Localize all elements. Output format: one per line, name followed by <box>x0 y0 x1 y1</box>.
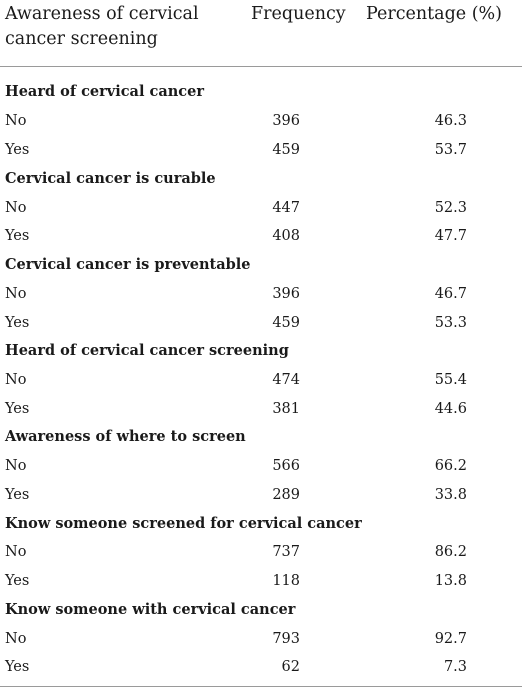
row-label: No <box>5 286 27 302</box>
row-percentage: 44.6 <box>434 401 467 417</box>
row-label: Yes <box>5 142 30 158</box>
row-label: Yes <box>5 659 30 675</box>
group-title: Know someone with cervical cancer <box>5 601 296 618</box>
row-label: Yes <box>5 573 30 589</box>
row-label: Yes <box>5 487 30 503</box>
header-awareness: Awareness of cervical cancer screening <box>5 4 199 49</box>
header-frequency: Frequency <box>251 4 346 24</box>
row-label: Yes <box>5 228 30 244</box>
row-percentage: 33.8 <box>434 487 467 503</box>
row-label: No <box>5 200 27 216</box>
table-row: No 396 46.3 <box>0 112 522 130</box>
header-percentage: Percentage (%) <box>366 4 503 24</box>
row-frequency: 474 <box>272 372 300 388</box>
row-frequency: 396 <box>272 286 300 302</box>
row-percentage: 66.2 <box>434 458 467 474</box>
table-row: No 447 52.3 <box>0 199 522 217</box>
row-percentage: 86.2 <box>434 544 467 560</box>
row-label: Yes <box>5 315 30 331</box>
group-title: Know someone screened for cervical cance… <box>5 515 362 532</box>
table-row: No 737 86.2 <box>0 543 522 561</box>
row-percentage: 53.3 <box>434 315 467 331</box>
row-frequency: 62 <box>281 659 300 675</box>
row-frequency: 381 <box>272 401 300 417</box>
row-frequency: 118 <box>272 573 300 589</box>
group-title: Cervical cancer is curable <box>5 170 216 187</box>
table-row: Yes 381 44.6 <box>0 400 522 418</box>
row-label: No <box>5 458 27 474</box>
row-percentage: 52.3 <box>434 200 467 216</box>
table-row: Yes 289 33.8 <box>0 486 522 504</box>
row-label: No <box>5 372 27 388</box>
table-row: No 396 46.7 <box>0 285 522 303</box>
row-label: No <box>5 113 27 129</box>
row-frequency: 396 <box>272 113 300 129</box>
table-row: Yes 459 53.3 <box>0 314 522 332</box>
row-label: Yes <box>5 401 30 417</box>
group-title: Heard of cervical cancer screening <box>5 342 289 359</box>
row-percentage: 46.7 <box>434 286 467 302</box>
row-frequency: 737 <box>272 544 300 560</box>
row-label: No <box>5 631 27 647</box>
row-percentage: 92.7 <box>434 631 467 647</box>
table-row: No 793 92.7 <box>0 630 522 648</box>
table-row: Yes 408 47.7 <box>0 227 522 245</box>
row-frequency: 447 <box>272 200 300 216</box>
row-frequency: 793 <box>272 631 300 647</box>
row-percentage: 7.3 <box>443 659 467 675</box>
group-title: Awareness of where to screen <box>5 428 246 445</box>
group-title: Heard of cervical cancer <box>5 83 204 100</box>
table-row: No 566 66.2 <box>0 457 522 475</box>
row-percentage: 53.7 <box>434 142 467 158</box>
row-percentage: 13.8 <box>434 573 467 589</box>
row-frequency: 408 <box>272 228 300 244</box>
row-label: No <box>5 544 27 560</box>
row-percentage: 47.7 <box>434 228 467 244</box>
table-header: Awareness of cervical cancer screening F… <box>0 0 522 67</box>
row-frequency: 566 <box>272 458 300 474</box>
row-percentage: 55.4 <box>434 372 467 388</box>
row-frequency: 459 <box>272 315 300 331</box>
table-bottom-rule <box>0 686 522 687</box>
table-row: Yes 62 7.3 <box>0 658 522 676</box>
row-frequency: 289 <box>272 487 300 503</box>
table-row: No 474 55.4 <box>0 371 522 389</box>
table-row: Yes 459 53.7 <box>0 141 522 159</box>
table-row: Yes 118 13.8 <box>0 572 522 590</box>
group-title: Cervical cancer is preventable <box>5 256 251 273</box>
row-frequency: 459 <box>272 142 300 158</box>
row-percentage: 46.3 <box>434 113 467 129</box>
